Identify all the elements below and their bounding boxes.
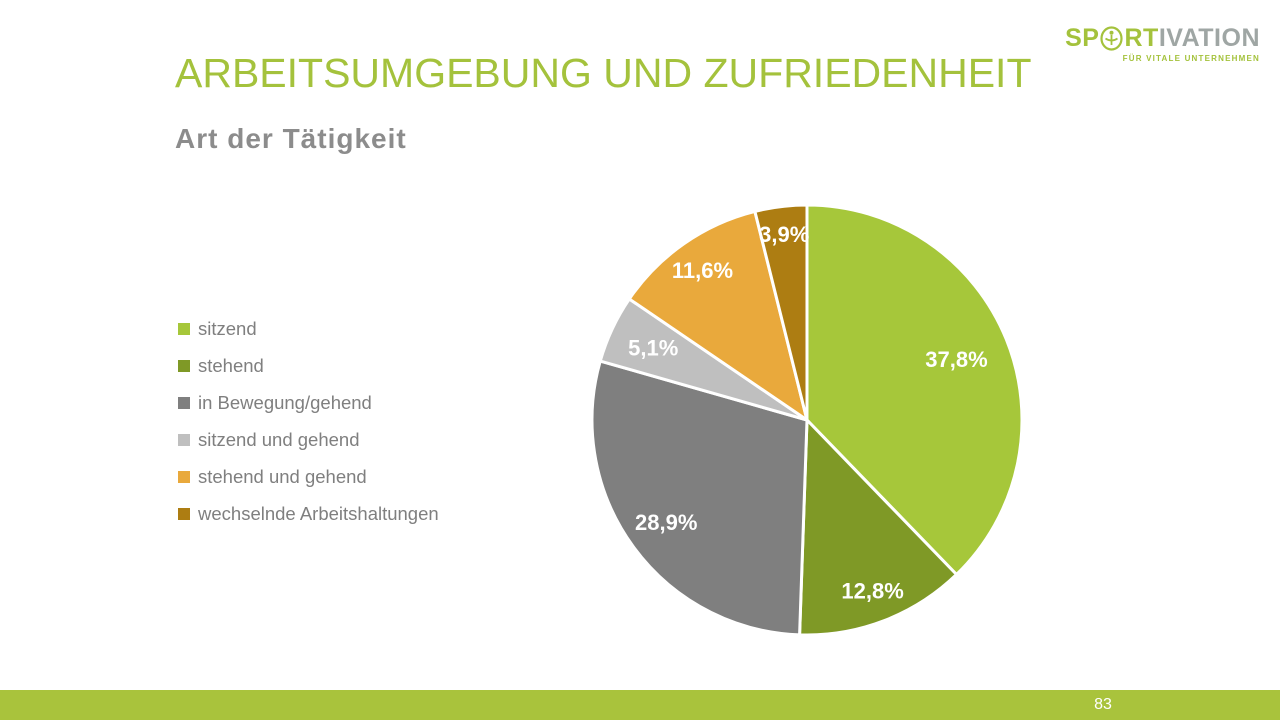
legend-item: sitzend und gehend: [178, 421, 439, 458]
sportivation-logo: SP RT IVATION FÜR VITALE UNTERNEHMEN: [1065, 26, 1260, 64]
logo-text-rt: RT: [1124, 24, 1159, 52]
legend-label: stehend: [198, 354, 264, 376]
pie-data-label: 12,8%: [841, 578, 903, 603]
page-number: 83: [1094, 696, 1112, 713]
pie-slice: [798, 418, 958, 637]
legend-item: in Bewegung/gehend: [178, 384, 439, 421]
pie-slice: [627, 209, 809, 422]
pie-data-label: 11,6%: [672, 258, 733, 283]
legend-item: wechselnde Arbeitshaltungen: [178, 495, 439, 532]
legend-label: sitzend und gehend: [198, 428, 360, 450]
legend-swatch: [178, 507, 190, 520]
logo-tagline: FÜR VITALE UNTERNEHMEN: [1122, 54, 1260, 63]
legend-swatch: [178, 359, 190, 372]
legend-swatch: [178, 322, 190, 335]
pie-slice: [753, 203, 809, 422]
pie-data-label: 5,1%: [628, 336, 678, 361]
logo-text-sp: SP: [1065, 24, 1100, 52]
pie-data-label: 3,9%: [759, 222, 809, 247]
legend-label: wechselnde Arbeitshaltungen: [198, 502, 439, 524]
chart-title: Art der Tätigkeit: [175, 123, 407, 154]
legend-item: sitzend: [178, 310, 439, 347]
pie-chart: 37,8% 12,8% 28,9% 5,1% 11,6% 3,9%: [572, 185, 1042, 655]
legend-item: stehend und gehend: [178, 458, 439, 495]
pie-data-label: 28,9%: [635, 510, 697, 535]
sportivation-o-icon: [1100, 26, 1124, 51]
pie-slice: [590, 359, 809, 637]
legend-swatch: [178, 396, 190, 409]
chart-legend: sitzend stehend in Bewegung/gehend sitzend …: [178, 310, 439, 532]
logo-wordmark: SP RT IVATION: [1065, 26, 1260, 51]
slide-title: ARBEITSUMGEBUNG UND ZUFRIEDENHEIT: [175, 50, 1032, 96]
legend-label: sitzend: [198, 317, 257, 339]
legend-swatch: [178, 470, 190, 483]
legend-label: stehend und gehend: [198, 465, 367, 487]
legend-swatch: [178, 433, 190, 446]
legend-label: in Bewegung/gehend: [198, 391, 372, 413]
footer-bar: 83: [0, 690, 1280, 720]
logo-text-ivation: IVATION: [1158, 24, 1260, 52]
pie-data-label: 37,8%: [925, 347, 987, 372]
pie-slice: [805, 203, 1024, 577]
legend-item: stehend: [178, 347, 439, 384]
